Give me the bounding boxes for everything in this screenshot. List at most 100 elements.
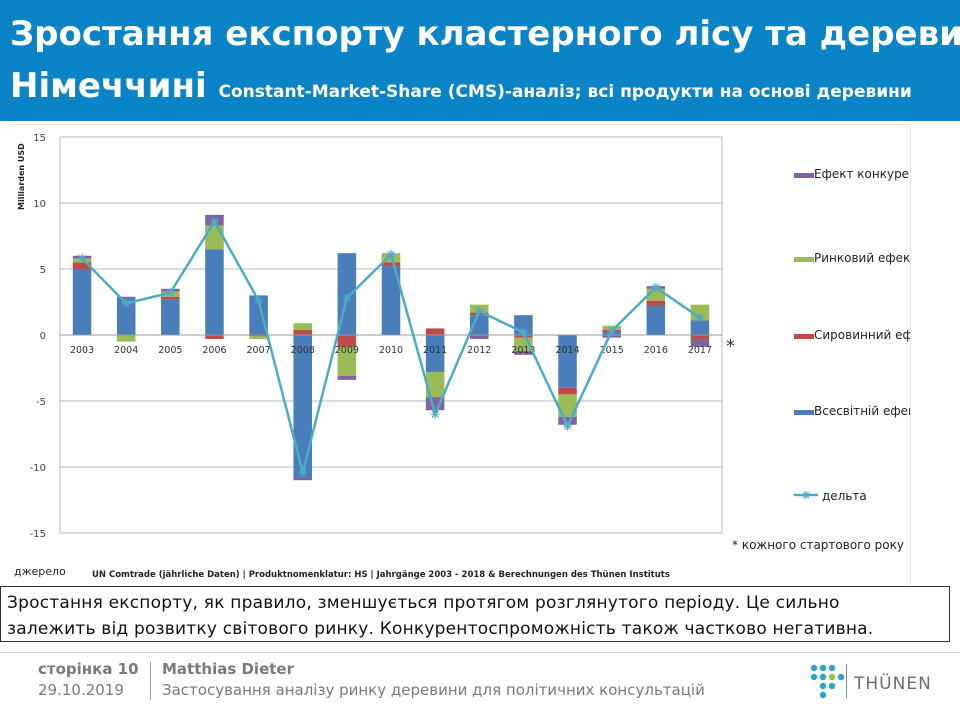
x-tick-label: 2012 [467,345,491,356]
bar-segment [558,335,577,388]
talk-title: Застосування аналізу ринку деревини для … [162,681,705,699]
x-tick-label: 2006 [202,345,226,356]
delta-marker [254,296,264,306]
legend-swatch [794,173,814,178]
bar-segment [381,266,401,335]
legend-swatch [794,410,814,415]
legend-label: дельта [822,489,867,503]
bar-segment [646,288,666,301]
bar-segment [293,329,313,335]
legend-label: Ринковий ефект [814,251,910,265]
footnote-text: * кожного стартового року [732,538,904,552]
bar-segment [690,338,710,347]
y-tick-label: -5 [36,397,46,408]
slide-subtitle: Constant-Market-Share (CMS)-аналіз; всі … [218,82,912,102]
bar-segment [690,320,710,335]
bar-segment [249,336,268,339]
bar-segment [72,262,92,269]
x-tick-label: 2003 [70,345,94,356]
bar-segment [116,298,136,335]
delta-marker [298,467,308,477]
bar-segment [161,296,180,300]
bar-segment [116,296,136,299]
bar-segment [425,335,445,372]
delta-marker [518,327,528,337]
y-tick-label: 10 [33,199,46,210]
bar-segment [469,335,489,339]
footer-separator [150,662,151,700]
bar-segment [381,262,401,267]
x-tick-label: 2014 [555,345,579,356]
delta-marker [430,409,440,419]
x-tick-label: 2013 [511,345,535,356]
bar-segment [558,416,577,425]
bar-segment [514,350,533,355]
bar-segment [293,323,313,330]
bar-segment [558,387,577,395]
x-tick-label: 2011 [423,345,447,356]
x-tick-label: 2009 [335,345,359,356]
bar-segment [646,300,666,306]
title-banner: Зростання експорту кластерного лісу та д… [0,0,960,121]
bar-segment [116,335,136,342]
slide-title-line2: Німеччині Constant-Market-Share (CMS)-ан… [10,66,912,106]
x-tick-label: 2016 [644,345,668,356]
y-tick-label: 0 [40,331,46,342]
bar-segment [425,371,445,398]
bar-segment [249,295,268,335]
x-tick-label: 2015 [600,345,624,356]
bar-segment [249,335,268,337]
author-name: Matthias Dieter [162,660,294,678]
bar-segment [337,335,357,347]
logo-wordmark: THÜNEN [854,674,932,694]
legend-label: Всесвітній ефект [814,404,910,418]
x-tick-label: 2008 [291,345,315,356]
y-tick-label: 15 [33,133,46,144]
source-label: джерело [14,565,66,578]
bar-segment [161,299,180,335]
thuenen-logo: THÜNEN [808,662,938,702]
footer-divider [0,652,960,653]
bar-segment [72,269,92,335]
delta-marker [121,298,131,308]
bar-segment [690,304,710,321]
bar-segment [205,335,224,339]
delta-marker [563,421,573,431]
slide-title-country: Німеччині [10,66,207,106]
x-tick-label: 2010 [379,345,403,356]
bar-segment [293,335,313,478]
y-axis-label: Milliarden USD [17,143,26,210]
bar-segment [293,477,313,481]
page-number: сторінка 10 [38,660,139,678]
delta-marker [607,326,617,336]
logo-separator [846,664,847,698]
delta-marker [474,306,484,316]
legend-line-marker [802,491,810,499]
x-tick-label: 2005 [158,345,182,356]
bar-segment [425,328,445,335]
delta-marker [651,282,661,292]
logo-dots-icon [810,664,845,699]
caption-line1: Зростання експорту, як правило, зменшуєт… [7,593,840,613]
bar-segment [205,249,224,335]
legend-swatch [794,257,814,262]
cms-bar-chart: 15 10 5 0 -5 -10 -15 Milliarden USD 2003 2004 2005… [14,133,934,580]
bar-segment [205,225,224,250]
caption-line2: залежить від розвитку світового ринку. К… [7,619,874,639]
bar-segment [337,346,357,376]
bar-segment [602,335,621,338]
legend-label: Сировинний ефект [814,328,910,342]
x-tick-label: 2004 [114,345,138,356]
delta-marker [342,293,352,303]
x-tick-label: 2017 [688,345,712,356]
caption-box: Зростання експорту, як правило, зменшуєт… [0,586,950,642]
x-tick-label: 2007 [247,345,271,356]
bar-segment [690,335,710,339]
bar-segment [337,375,357,380]
chart-panel: 15 10 5 0 -5 -10 -15 Milliarden USD 2003 2004 2005… [12,124,934,585]
footnote-mark: * [726,336,735,357]
legend-label: Ефект конкуренції [814,167,910,181]
y-tick-label: 5 [40,265,46,276]
legend-swatch [794,334,814,339]
delta-marker [209,216,219,226]
